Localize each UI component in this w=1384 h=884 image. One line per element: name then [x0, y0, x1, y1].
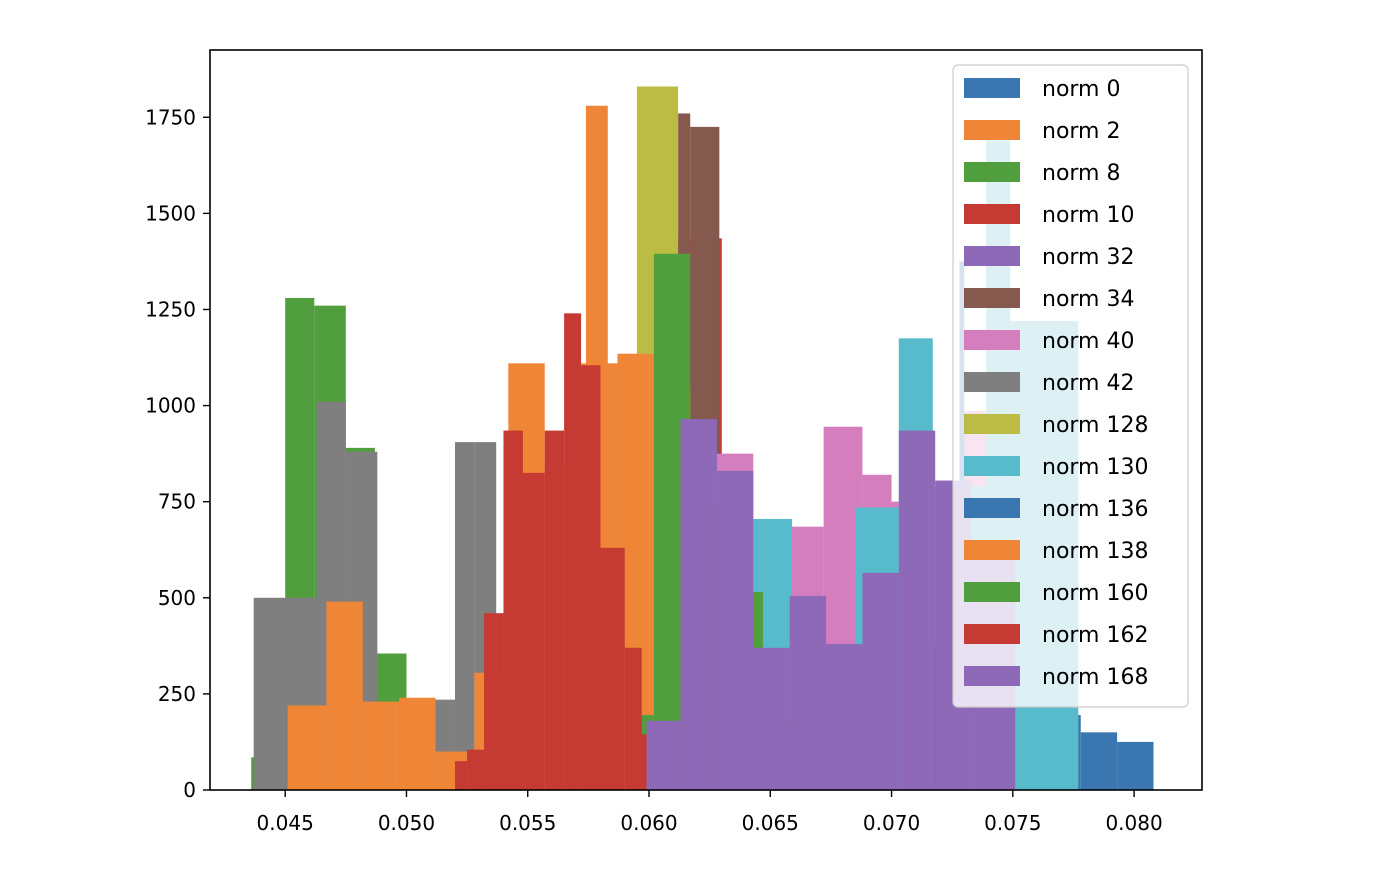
legend-label-1: norm 2	[1042, 119, 1120, 144]
legend-label-7: norm 42	[1042, 371, 1134, 396]
legend-swatch-3	[964, 204, 1020, 224]
legend-label-11: norm 138	[1042, 539, 1148, 564]
legend-label-0: norm 0	[1042, 77, 1120, 102]
y-tick-label-2: 500	[158, 586, 196, 610]
bar-norm-138-2	[362, 701, 400, 790]
legend-label-6: norm 40	[1042, 329, 1134, 354]
x-tick-label-7: 0.080	[1105, 811, 1162, 835]
legend-swatch-6	[964, 330, 1020, 350]
legend-swatch-14	[964, 666, 1020, 686]
bar-norm-0-4	[1117, 741, 1154, 790]
legend-swatch-0	[964, 78, 1020, 98]
legend-label-14: norm 168	[1042, 665, 1148, 690]
x-tick-label-0: 0.045	[257, 811, 314, 835]
legend-swatch-11	[964, 540, 1020, 560]
y-tick-label-4: 1000	[145, 394, 196, 418]
legend-label-12: norm 160	[1042, 581, 1148, 606]
bar-norm-162-8	[600, 547, 625, 790]
x-tick-label-6: 0.075	[984, 811, 1041, 835]
y-tick-label-6: 1500	[145, 201, 196, 225]
legend-label-10: norm 136	[1042, 497, 1148, 522]
bar-norm-168-0	[646, 720, 681, 790]
bar-norm-168-5	[826, 643, 863, 790]
bar-norm-162-3	[503, 430, 523, 790]
legend-label-2: norm 8	[1042, 161, 1120, 186]
y-tick-label-3: 750	[158, 490, 196, 514]
bar-norm-138-3	[399, 697, 436, 790]
legend-swatch-2	[964, 162, 1020, 182]
bar-norm-162-2	[484, 613, 504, 790]
legend-swatch-13	[964, 624, 1020, 644]
legend-swatch-5	[964, 288, 1020, 308]
bar-norm-162-5	[544, 430, 565, 790]
bar-norm-0-3	[1080, 732, 1118, 790]
legend-swatch-4	[964, 246, 1020, 266]
bar-norm-168-3	[753, 647, 790, 790]
y-axis-ticks: 0 250 500 750 1000 1250 1500 1750	[145, 105, 210, 802]
y-tick-label-7: 1750	[145, 105, 196, 129]
bar-norm-168-4	[789, 595, 827, 790]
axes-frame	[209, 49, 1203, 791]
x-tick-label-5: 0.070	[863, 811, 920, 835]
bar-norm-162-4	[522, 472, 545, 790]
bar-norm-162-1	[467, 749, 485, 790]
legend-label-5: norm 34	[1042, 287, 1134, 312]
bar-norm-138-1	[326, 601, 363, 790]
bar-norm-168-6	[862, 572, 899, 790]
legend-swatch-8	[964, 414, 1020, 434]
legend-swatch-7	[964, 372, 1020, 392]
x-axis-ticks: 0.045 0.050 0.055 0.060 0.065 0.070 0.075 0.080	[257, 790, 1163, 835]
legend-label-4: norm 32	[1042, 245, 1134, 270]
legend-swatch-10	[964, 498, 1020, 518]
bar-norm-162-0	[454, 761, 468, 790]
bar-norm-168-1	[680, 419, 717, 790]
y-tick-label-1: 250	[158, 682, 196, 706]
legend-label-3: norm 10	[1042, 203, 1134, 228]
legend: norm 0 norm 2 norm 8 norm 10 norm 32 norm 34 n…	[952, 64, 1189, 708]
bar-norm-42-5	[454, 442, 475, 790]
bar-norm-138-0	[287, 705, 327, 790]
legend-swatch-1	[964, 120, 1020, 140]
x-tick-label-4: 0.065	[742, 811, 799, 835]
x-tick-label-2: 0.055	[499, 811, 556, 835]
bar-norm-162-9	[624, 647, 642, 790]
bar-norm-168-2	[716, 470, 754, 790]
legend-swatch-9	[964, 456, 1020, 476]
y-tick-label-5: 1250	[145, 297, 196, 321]
bar-norm-168-7	[898, 430, 936, 790]
x-tick-label-1: 0.050	[378, 811, 435, 835]
legend-label-8: norm 128	[1042, 413, 1148, 438]
legend-label-13: norm 162	[1042, 623, 1148, 648]
legend-swatch-12	[964, 582, 1020, 602]
x-tick-label-3: 0.060	[620, 811, 677, 835]
y-tick-label-0: 0	[183, 778, 196, 802]
legend-label-9: norm 130	[1042, 455, 1148, 480]
bar-norm-162-6	[564, 313, 582, 790]
bar-norm-162-7	[581, 365, 601, 790]
